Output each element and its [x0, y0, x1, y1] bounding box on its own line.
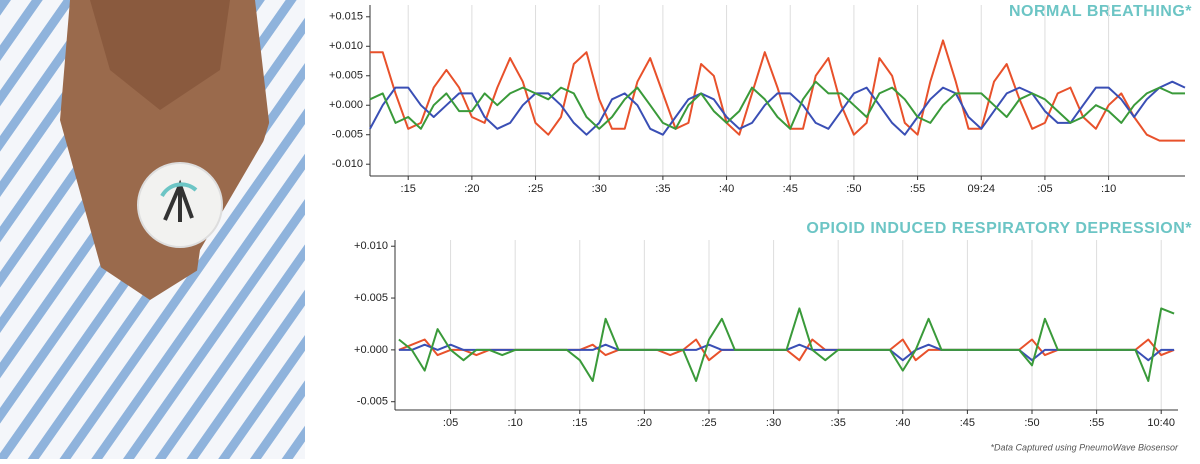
y-tick-label: +0.000	[354, 344, 388, 356]
y-tick-label: +0.005	[354, 292, 388, 304]
x-tick-label: :35	[655, 183, 670, 195]
x-tick-label: :35	[831, 417, 846, 429]
series-line	[370, 39, 1185, 142]
x-tick-label: :25	[528, 183, 543, 195]
y-tick-label: +0.010	[329, 40, 363, 52]
x-tick-label: :50	[846, 183, 861, 195]
x-tick-label: :30	[592, 183, 607, 195]
x-tick-label: :25	[701, 417, 716, 429]
chart-title: NORMAL BREATHING*	[1009, 3, 1192, 20]
x-tick-label: :40	[719, 183, 734, 195]
x-tick-label: :45	[960, 417, 975, 429]
x-tick-label: :15	[572, 417, 587, 429]
footnote: *Data Captured using PneumoWave Biosenso…	[991, 442, 1179, 452]
x-tick-label: :10	[1101, 183, 1116, 195]
x-tick-label: :55	[910, 183, 925, 195]
series-line	[369, 80, 1186, 136]
x-tick-label: :50	[1024, 417, 1039, 429]
x-tick-label: :20	[637, 417, 652, 429]
series-line	[398, 307, 1175, 382]
y-tick-label: +0.005	[329, 70, 363, 82]
x-tick-label: :15	[401, 183, 416, 195]
chart-title: OPIOID INDUCED RESPIRATORY DEPRESSION*	[806, 220, 1192, 237]
x-tick-label: 10:40	[1147, 417, 1175, 429]
y-tick-label: -0.010	[332, 158, 363, 170]
y-tick-label: +0.000	[329, 99, 363, 111]
x-tick-label: 09:24	[967, 183, 995, 195]
x-tick-label: :10	[508, 417, 523, 429]
y-tick-label: +0.010	[354, 240, 388, 252]
x-tick-label: :45	[783, 183, 798, 195]
y-tick-label: -0.005	[357, 396, 388, 408]
x-tick-label: :30	[766, 417, 781, 429]
y-tick-label: -0.005	[332, 129, 363, 141]
x-tick-label: :20	[464, 183, 479, 195]
photo	[0, 0, 305, 459]
x-tick-label: :55	[1089, 417, 1104, 429]
x-tick-label: :40	[895, 417, 910, 429]
y-tick-label: +0.015	[329, 11, 363, 23]
series-line	[369, 80, 1185, 130]
x-tick-label: :05	[1037, 183, 1052, 195]
x-tick-label: :05	[443, 417, 458, 429]
